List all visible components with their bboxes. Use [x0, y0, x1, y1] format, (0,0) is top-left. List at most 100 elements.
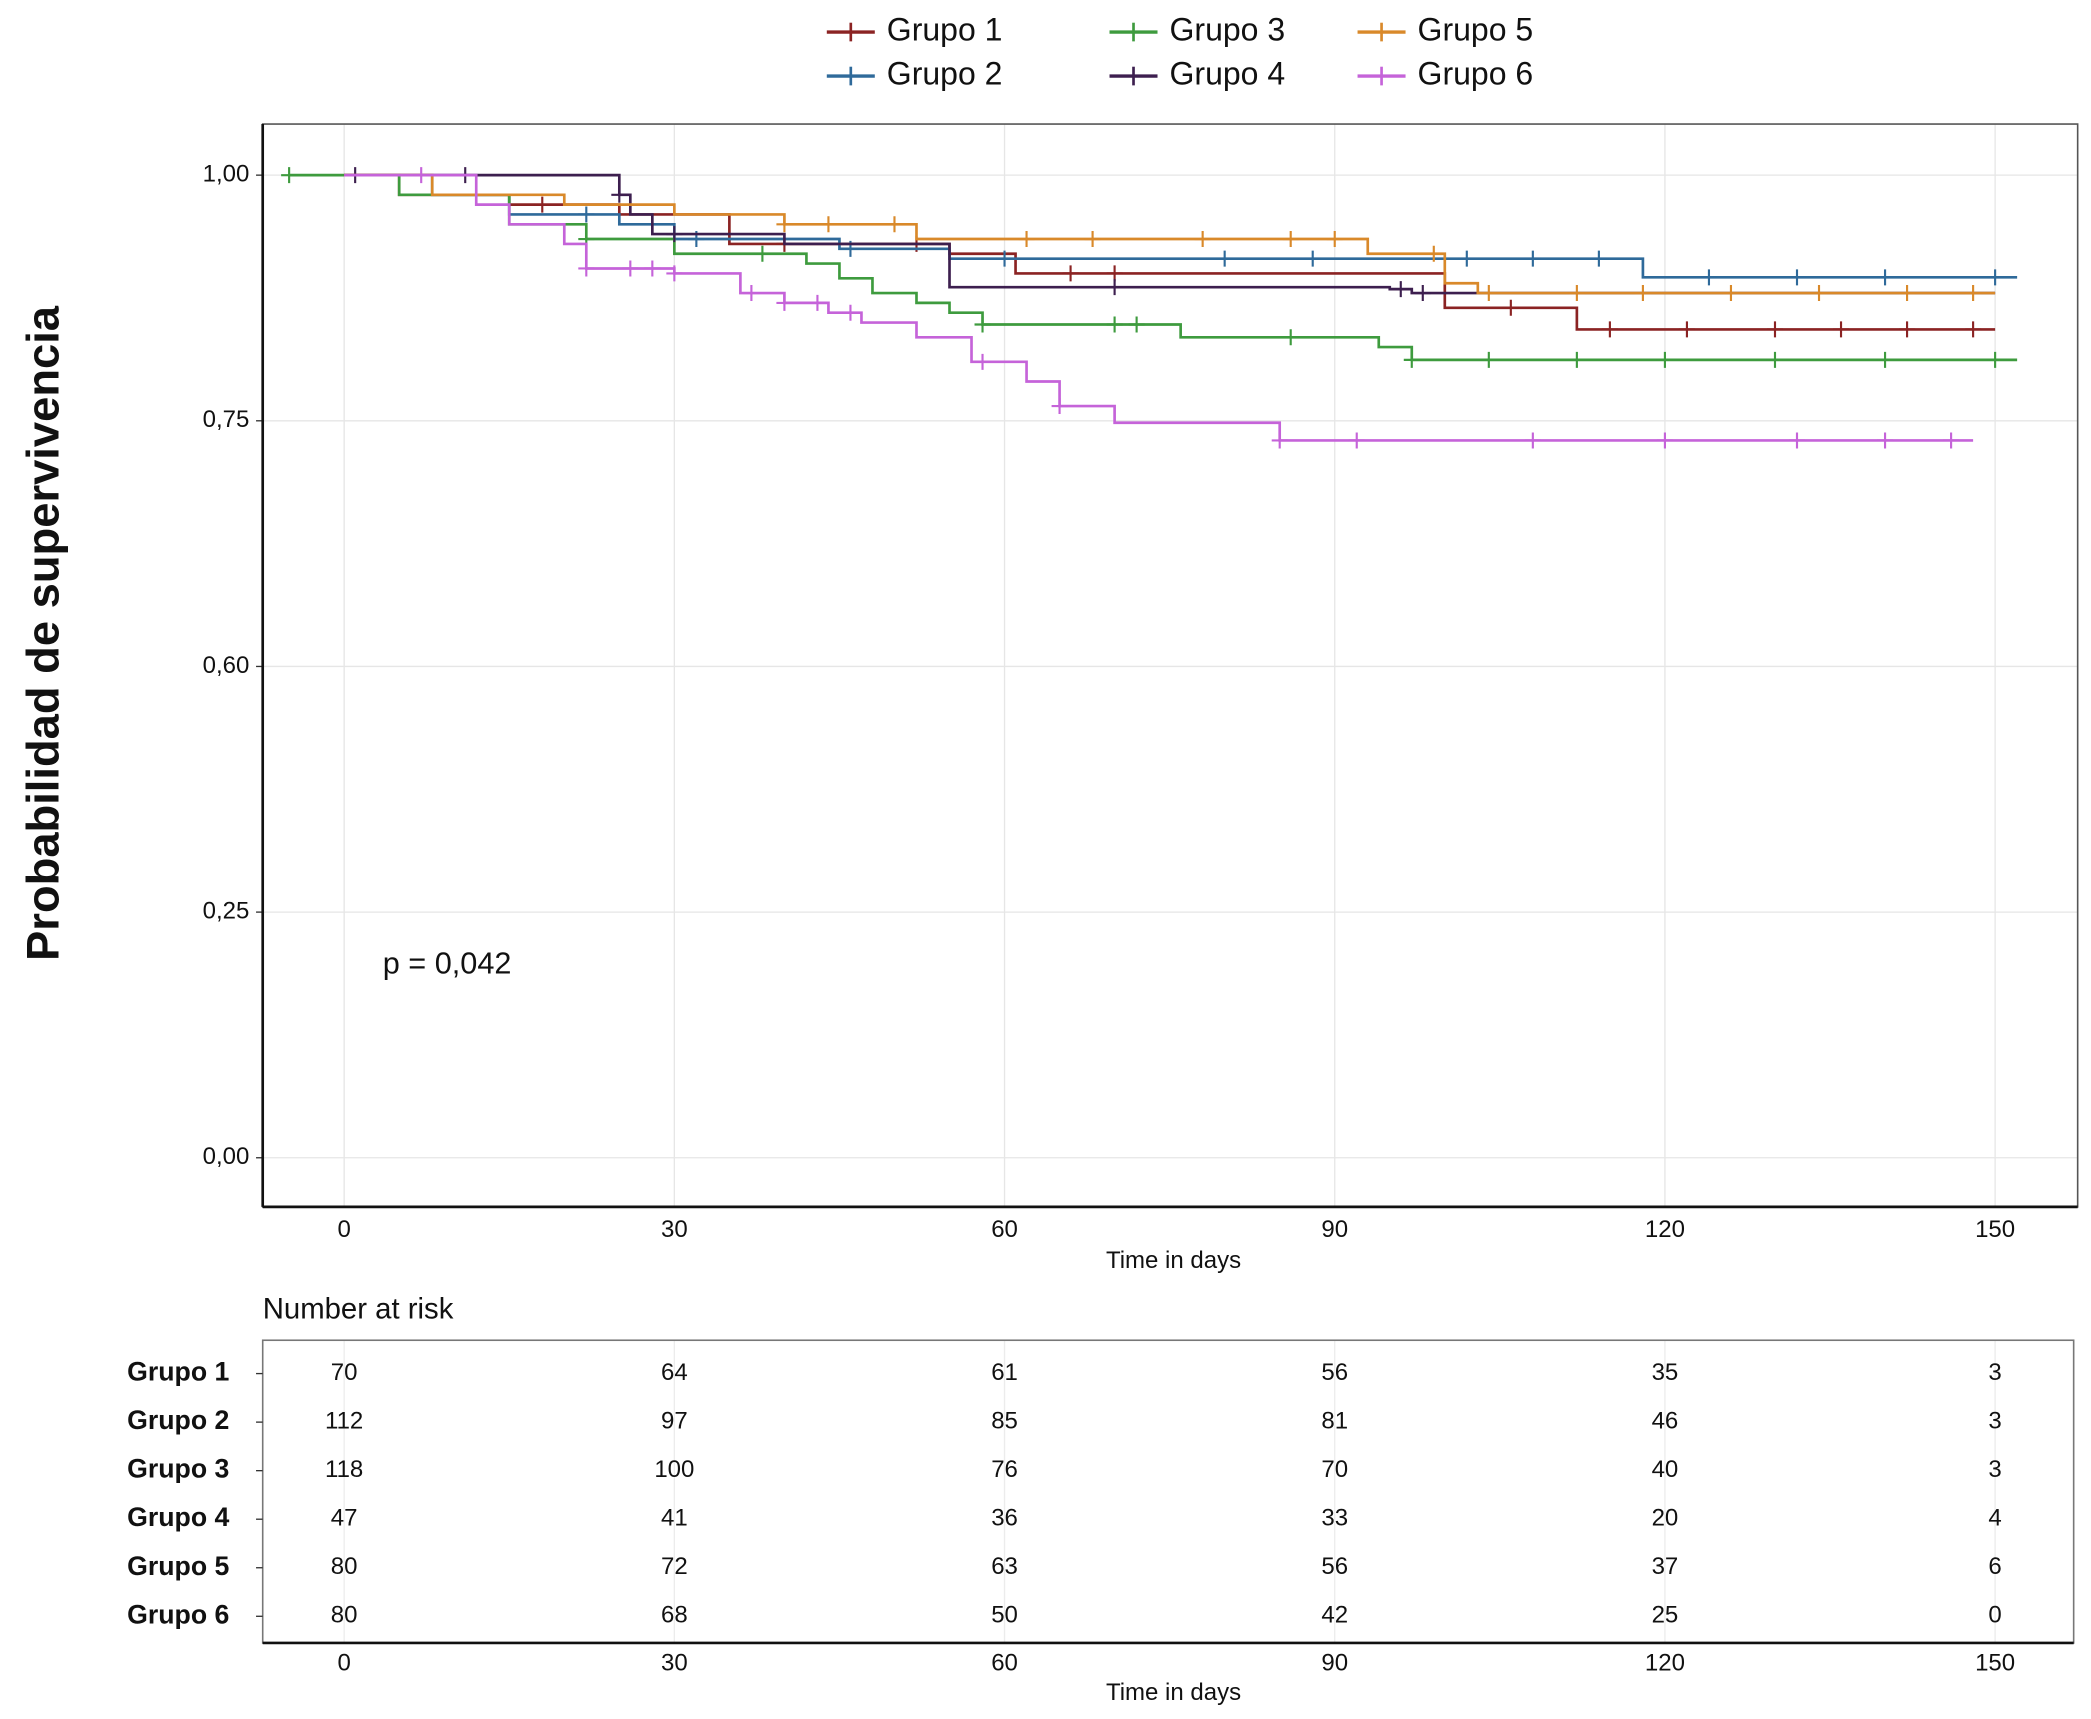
- x-tick-label: 120: [1645, 1216, 1685, 1243]
- censor-mark: [776, 216, 793, 233]
- censor-mark: [1018, 231, 1035, 248]
- risk-row-label: Grupo 4: [127, 1502, 229, 1532]
- risk-count: 118: [325, 1456, 363, 1483]
- censor-mark: [1987, 269, 2004, 286]
- censor-mark: [1425, 245, 1442, 262]
- legend-label: Grupo 3: [1170, 11, 1286, 47]
- censor-mark: [974, 353, 991, 370]
- risk-count: 40: [1652, 1456, 1679, 1483]
- x-tick-label: 60: [991, 1216, 1018, 1243]
- censor-mark: [644, 260, 661, 277]
- risk-count: 85: [991, 1407, 1018, 1434]
- legend-label: Grupo 1: [887, 11, 1003, 47]
- risk-count: 35: [1652, 1359, 1679, 1386]
- censor-mark: [1965, 285, 1982, 302]
- risk-x-tick-label: 150: [1975, 1650, 2015, 1677]
- censor-mark: [1326, 231, 1343, 248]
- x-tick-label: 90: [1321, 1216, 1348, 1243]
- risk-table-title: Number at risk: [263, 1293, 454, 1326]
- censor-mark: [809, 294, 826, 311]
- censor-mark: [1051, 398, 1068, 415]
- censor-mark: [1601, 321, 1618, 338]
- censor-mark: [1656, 432, 1673, 449]
- censor-mark: [1282, 329, 1299, 346]
- risk-x-tick-label: 30: [661, 1650, 688, 1677]
- censor-mark: [1084, 231, 1101, 248]
- risk-count: 3: [1988, 1456, 2001, 1483]
- censor-mark: [1216, 250, 1233, 267]
- risk-count: 76: [991, 1456, 1018, 1483]
- risk-count: 100: [654, 1456, 694, 1483]
- censor-mark: [1789, 432, 1806, 449]
- censor-mark: [1877, 432, 1894, 449]
- risk-count: 3: [1988, 1407, 2001, 1434]
- risk-count: 70: [1321, 1456, 1348, 1483]
- censor-mark: [1833, 321, 1850, 338]
- risk-row-label: Grupo 6: [127, 1599, 229, 1629]
- risk-count: 56: [1321, 1359, 1348, 1386]
- risk-count: 20: [1652, 1505, 1679, 1532]
- y-tick-label: 0,25: [203, 897, 250, 924]
- censor-mark: [820, 216, 837, 233]
- censor-mark: [1987, 351, 2004, 368]
- censor-mark: [1877, 351, 1894, 368]
- y-axis-title: Probabilidad de supervivencia: [18, 305, 69, 961]
- censor-mark: [1899, 285, 1916, 302]
- censor-mark: [1524, 432, 1541, 449]
- censor-mark: [666, 226, 683, 243]
- risk-count: 68: [661, 1602, 688, 1629]
- censor-mark: [1965, 321, 1982, 338]
- censor-mark: [1700, 269, 1717, 286]
- risk-count: 81: [1321, 1407, 1348, 1434]
- risk-count: 33: [1321, 1505, 1348, 1532]
- censor-mark: [842, 304, 859, 321]
- risk-count: 41: [661, 1505, 688, 1532]
- risk-count: 112: [325, 1407, 363, 1434]
- risk-x-tick-label: 120: [1645, 1650, 1685, 1677]
- censor-mark: [1502, 299, 1519, 316]
- censor-mark: [666, 265, 683, 282]
- censor-mark: [1568, 351, 1585, 368]
- risk-count: 70: [331, 1359, 358, 1386]
- censor-mark: [534, 196, 551, 213]
- y-tick-label: 0,75: [203, 406, 250, 433]
- legend-label: Grupo 4: [1170, 55, 1286, 91]
- censor-mark: [611, 186, 628, 203]
- risk-x-tick-label: 0: [337, 1650, 350, 1677]
- risk-count: 47: [331, 1505, 358, 1532]
- x-tick-label: 30: [661, 1216, 688, 1243]
- risk-row-label: Grupo 1: [127, 1357, 229, 1387]
- censor-mark: [776, 294, 793, 311]
- censor-mark: [578, 206, 595, 223]
- x-axis-title: Time in days: [1106, 1247, 1241, 1274]
- censor-mark: [1789, 269, 1806, 286]
- risk-count: 80: [331, 1602, 358, 1629]
- risk-count: 0: [1988, 1602, 2001, 1629]
- censor-mark: [1106, 316, 1123, 333]
- risk-count: 6: [1988, 1553, 2001, 1580]
- censor-mark: [974, 316, 991, 333]
- censor-mark: [1062, 265, 1079, 282]
- risk-row-label: Grupo 3: [127, 1454, 229, 1484]
- censor-mark: [1480, 285, 1497, 302]
- censor-mark: [1678, 321, 1695, 338]
- censor-mark: [1722, 285, 1739, 302]
- risk-count: 61: [991, 1359, 1018, 1386]
- censor-mark: [281, 167, 298, 184]
- censor-mark: [1194, 231, 1211, 248]
- censor-mark: [1568, 285, 1585, 302]
- survival-curve: [344, 173, 1996, 295]
- risk-count: 25: [1652, 1602, 1679, 1629]
- censor-mark: [1766, 351, 1783, 368]
- censor-mark: [1590, 250, 1607, 267]
- risk-count: 72: [661, 1553, 688, 1580]
- risk-count: 3: [1988, 1359, 2001, 1386]
- censor-mark: [996, 250, 1013, 267]
- risk-count: 50: [991, 1602, 1018, 1629]
- censor-mark: [1271, 432, 1288, 449]
- risk-count: 42: [1321, 1602, 1348, 1629]
- y-tick-label: 0,00: [203, 1143, 250, 1170]
- censor-mark: [1128, 316, 1145, 333]
- censor-mark: [1304, 250, 1321, 267]
